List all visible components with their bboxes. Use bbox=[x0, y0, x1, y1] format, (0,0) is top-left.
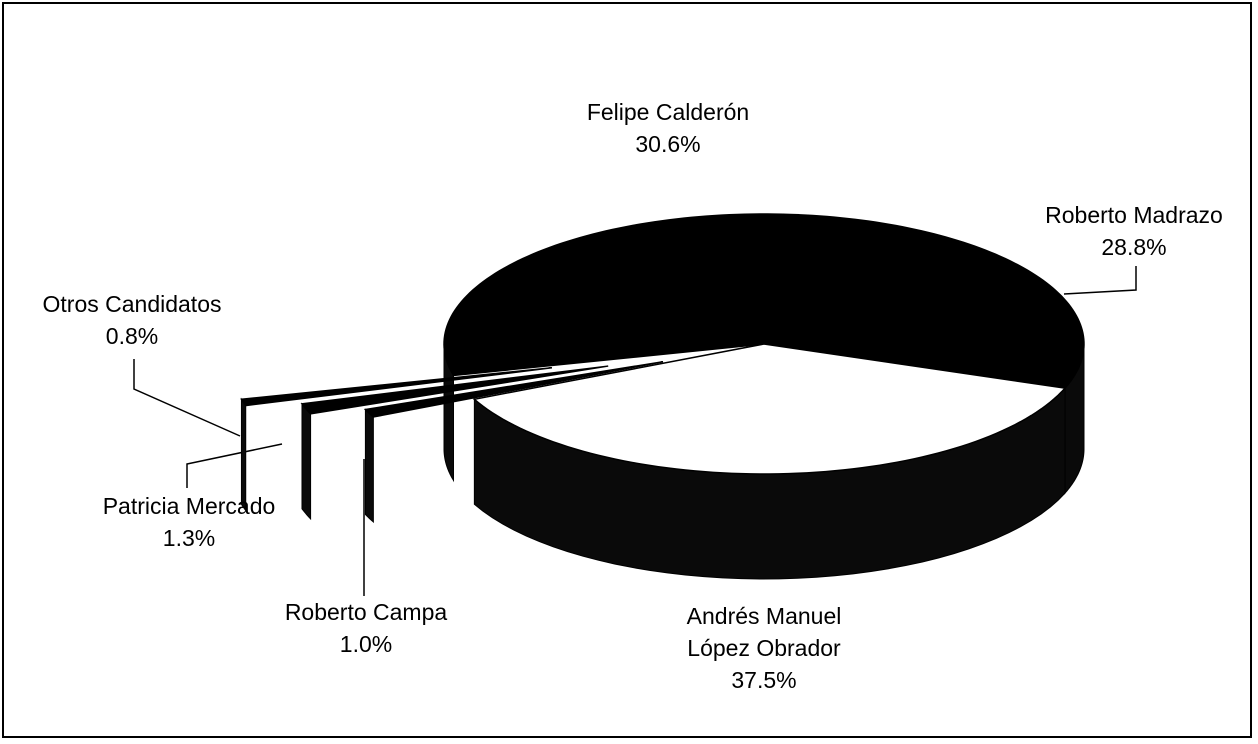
value-label: 0.8% bbox=[105, 323, 159, 349]
slice bbox=[763, 213, 1085, 389]
slice bbox=[472, 343, 1067, 475]
slice-label: Felipe Calderón 30.6% bbox=[538, 96, 798, 160]
category-label: Otros Candidatos bbox=[42, 291, 222, 317]
slice bbox=[240, 367, 553, 407]
category-label: Roberto Campa bbox=[284, 599, 448, 625]
slice bbox=[363, 360, 664, 418]
slice bbox=[443, 213, 800, 377]
value-label: 1.0% bbox=[339, 631, 393, 657]
category-label: Felipe Calderón bbox=[586, 99, 750, 125]
leader-lines bbox=[133, 266, 1137, 596]
slice-label: Roberto Campa 1.0% bbox=[246, 596, 486, 660]
slice-label: Andrés Manuel López Obrador 37.5% bbox=[659, 600, 869, 696]
value-label: 28.8% bbox=[1101, 234, 1167, 260]
value-label: 30.6% bbox=[635, 131, 701, 157]
leader-line bbox=[186, 443, 283, 488]
category-label: Andrés Manuel López Obrador bbox=[686, 603, 842, 661]
slice-label: Patricia Mercado 1.3% bbox=[59, 490, 319, 554]
value-label: 1.3% bbox=[162, 525, 216, 551]
slice-label: Otros Candidatos 0.8% bbox=[7, 288, 257, 352]
slice-side bbox=[364, 408, 374, 524]
value-label: 37.5% bbox=[731, 667, 797, 693]
slice-label: Roberto Madrazo 28.8% bbox=[1014, 199, 1250, 263]
leader-line bbox=[133, 359, 241, 437]
category-label: Patricia Mercado bbox=[102, 493, 276, 519]
category-label: Roberto Madrazo bbox=[1045, 202, 1223, 228]
leader-line bbox=[1063, 266, 1137, 295]
slice bbox=[300, 365, 609, 415]
pie-chart bbox=[133, 213, 1137, 596]
